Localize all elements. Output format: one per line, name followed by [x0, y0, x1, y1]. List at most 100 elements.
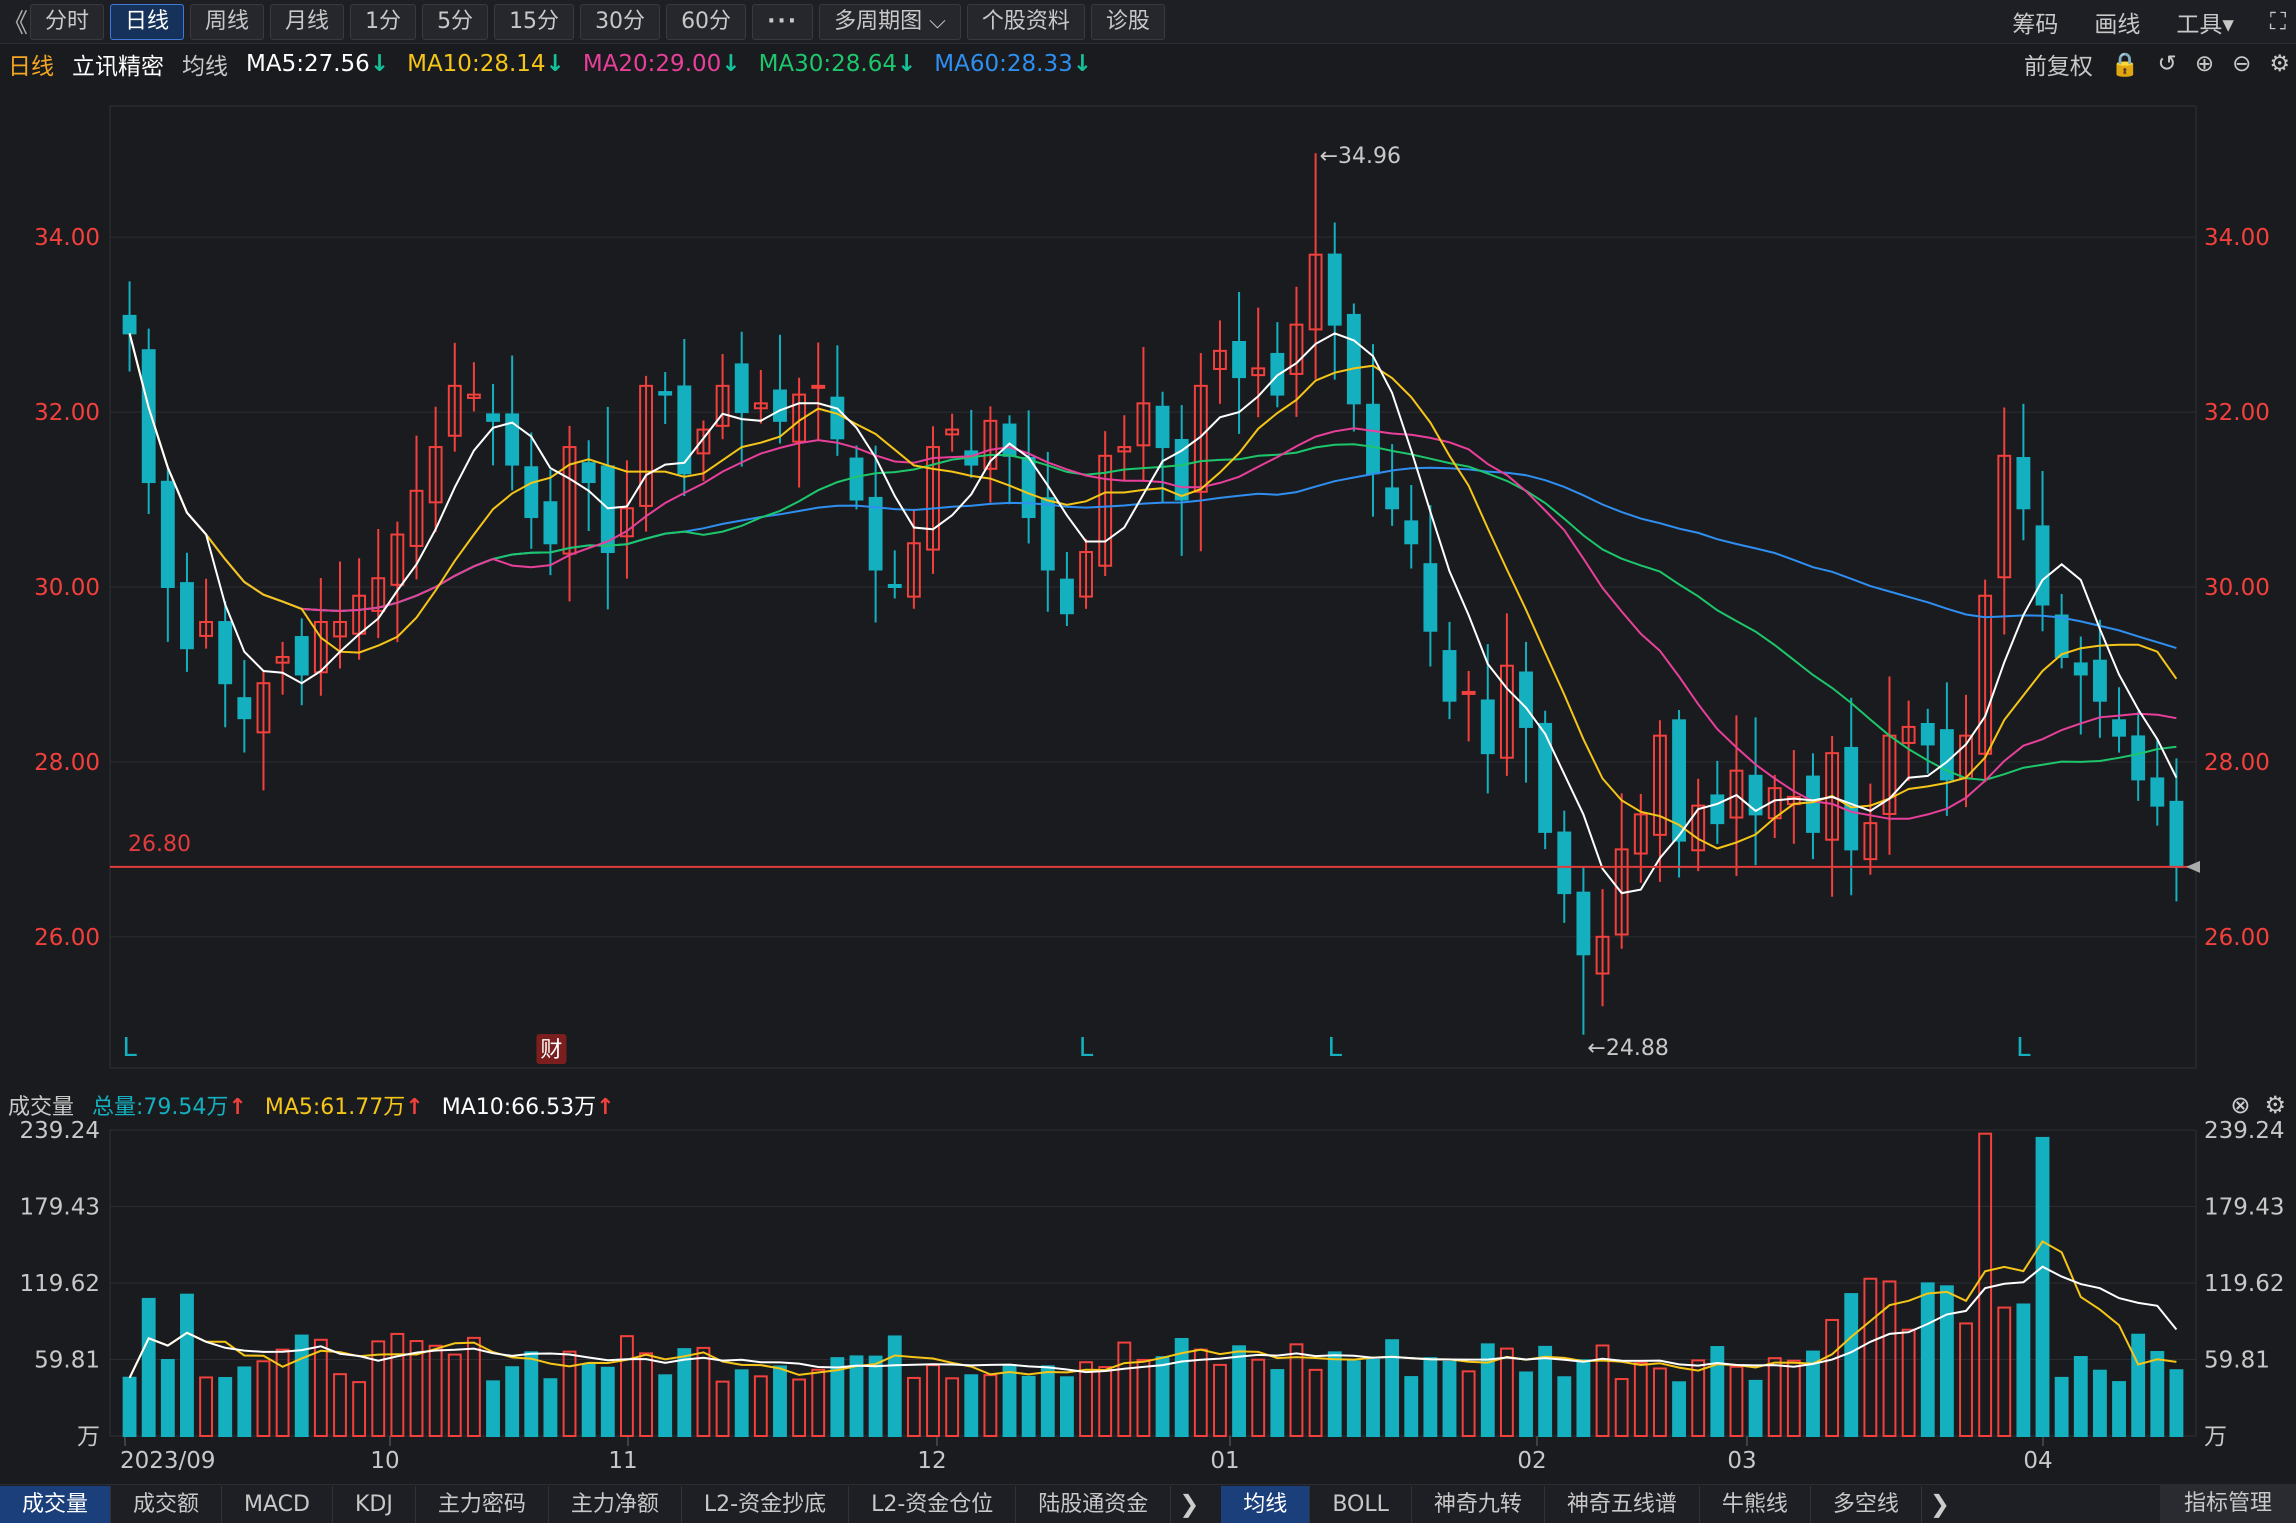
- volume-bar: [1079, 1361, 1093, 1438]
- candle-body: [2131, 735, 2146, 781]
- adjust-mode-button[interactable]: 前复权: [2023, 54, 2093, 80]
- draw-line-button[interactable]: 画线: [2094, 12, 2141, 38]
- price-axis-label-left: 30.00: [34, 575, 100, 601]
- tab-main-force-net[interactable]: 主力净额: [549, 1485, 682, 1523]
- period-button-60min[interactable]: 60分: [666, 3, 747, 40]
- lock-icon[interactable]: 🔒: [2110, 51, 2140, 78]
- candle-body: [1499, 664, 1514, 759]
- volume-bar: [1270, 1369, 1285, 1438]
- tab-boll[interactable]: BOLL: [1310, 1485, 1412, 1523]
- volume-bar: [1691, 1359, 1706, 1438]
- indicator-manager-button[interactable]: 指标管理: [2159, 1484, 2296, 1523]
- candle-body: [1825, 752, 1840, 841]
- event-marker-l: L: [1327, 1033, 1342, 1063]
- volume-bar: [1614, 1378, 1629, 1437]
- volume-ma10: MA10:66.53万↑: [441, 1095, 615, 1120]
- tab-kdj[interactable]: KDJ: [333, 1485, 416, 1523]
- volume-bar: [1174, 1337, 1189, 1437]
- volume-bar: [1786, 1359, 1801, 1438]
- zoom-out-icon[interactable]: ⊖: [2232, 51, 2252, 77]
- collapse-icon[interactable]: 《: [1, 9, 28, 39]
- volume-bar: [390, 1332, 405, 1438]
- volume-bar: [1480, 1343, 1495, 1437]
- candle-body: [773, 389, 787, 422]
- volume-bar: [371, 1340, 386, 1437]
- volume-title[interactable]: 成交量: [8, 1095, 75, 1120]
- volume-bar: [1901, 1328, 1916, 1438]
- candle-body: [199, 620, 214, 637]
- stock-profile-button[interactable]: 个股资料: [966, 3, 1085, 40]
- price-axis-label-right: 32.00: [2204, 400, 2270, 426]
- stock-name[interactable]: 立讯精密: [72, 54, 164, 80]
- period-button-5min[interactable]: 5分: [422, 3, 489, 40]
- period-button-1min[interactable]: 1分: [350, 3, 417, 40]
- tab-long-short-line[interactable]: 多空线: [1811, 1485, 1922, 1523]
- tab-turnover[interactable]: 成交额: [111, 1485, 223, 1523]
- candle-body: [1079, 551, 1093, 598]
- candle-body: [160, 480, 175, 589]
- tab-macd[interactable]: MACD: [222, 1485, 333, 1523]
- period-button-30min[interactable]: 30分: [580, 3, 661, 40]
- chevron-right-icon[interactable]: ❯: [1179, 1490, 1200, 1518]
- tab-ma[interactable]: 均线: [1221, 1485, 1311, 1523]
- ma10-value: MA10:28.14↓: [407, 51, 565, 77]
- tab-northbound-funds[interactable]: 陆股通资金: [1016, 1485, 1172, 1523]
- zoom-in-icon[interactable]: ⊕: [2194, 51, 2215, 77]
- volume-bar: [1002, 1365, 1017, 1438]
- volume-bar: [1825, 1318, 1840, 1438]
- tab-volume[interactable]: 成交量: [0, 1485, 112, 1523]
- volume-axis-label-right: 239.24: [2204, 1118, 2284, 1144]
- date-axis-label: 04: [2023, 1448, 2052, 1474]
- candle-body: [294, 636, 309, 676]
- candle-body: [983, 419, 998, 470]
- price-axis-label-right: 30.00: [2204, 575, 2270, 601]
- candle-body: [409, 489, 424, 547]
- candle-body: [811, 384, 826, 389]
- tab-magic-nine[interactable]: 神奇九转: [1412, 1485, 1545, 1523]
- period-button-15min[interactable]: 15分: [494, 3, 575, 40]
- reset-icon[interactable]: ↺: [2157, 51, 2177, 77]
- period-toolbar: 《 分时 日线 周线 月线 1分 5分 15分 30分 60分 ··· 多周期图…: [0, 0, 2296, 44]
- period-button-weekly[interactable]: 周线: [190, 3, 265, 40]
- candle-body: [1366, 403, 1380, 475]
- candlestick-chart[interactable]: 34.00 34.00 32.00 32.00 30.00 30.00 28.00 28.00…: [0, 0, 2296, 1484]
- chevron-right-icon-2[interactable]: ❯: [1929, 1490, 1950, 1518]
- tab-main-force-code[interactable]: 主力密码: [416, 1485, 549, 1523]
- more-periods-button[interactable]: ···: [752, 3, 814, 40]
- volume-bar: [1136, 1358, 1151, 1438]
- volume-bar: [1289, 1343, 1304, 1437]
- candle-body: [868, 496, 883, 571]
- diagnose-button[interactable]: 诊股: [1090, 3, 1165, 40]
- ma-indicator-label[interactable]: 均线: [182, 54, 228, 80]
- settings-icon[interactable]: ⚙: [2269, 51, 2290, 77]
- support-label: 26.80: [128, 832, 191, 857]
- volume-bar: [830, 1357, 845, 1438]
- volume-bar: [1021, 1375, 1036, 1437]
- close-icon[interactable]: ⊗: [2230, 1091, 2251, 1119]
- date-axis-label: 01: [1210, 1448, 1239, 1474]
- volume-bar: [945, 1377, 960, 1437]
- volume-bar: [1213, 1363, 1227, 1437]
- volume-settings-icon[interactable]: ⚙: [2264, 1091, 2286, 1119]
- volume-bar: [1538, 1345, 1553, 1437]
- chip-distribution-button[interactable]: 筹码: [2012, 12, 2059, 38]
- candle-body: [1308, 253, 1323, 331]
- candle-body: [313, 620, 328, 674]
- volume-axis-label-right: 179.43: [2204, 1195, 2284, 1221]
- volume-bar: [1385, 1339, 1400, 1437]
- volume-bar: [1806, 1350, 1820, 1438]
- period-button-daily[interactable]: 日线: [110, 3, 185, 40]
- tab-magic-five-lines[interactable]: 神奇五线谱: [1545, 1485, 1700, 1523]
- tab-bull-bear-line[interactable]: 牛熊线: [1700, 1485, 1811, 1523]
- price-axis-label-left: 26.00: [34, 925, 100, 951]
- financial-report-label: 财: [540, 1038, 562, 1063]
- period-button-monthly[interactable]: 月线: [270, 3, 345, 40]
- tools-dropdown[interactable]: 工具▾: [2176, 12, 2234, 38]
- volume-bar: [964, 1374, 979, 1438]
- tab-l2-position[interactable]: L2-资金仓位: [849, 1485, 1017, 1523]
- tab-l2-bottom-fishing[interactable]: L2-资金抄底: [682, 1485, 850, 1523]
- multi-period-dropdown[interactable]: 多周期图 ⌵: [819, 3, 961, 40]
- volume-info-bar: 成交量 总量:79.54万↑ MA5:61.77万↑ MA10:66.53万↑: [0, 1086, 2296, 1124]
- fullscreen-icon[interactable]: ⛶: [2269, 9, 2286, 35]
- period-button-intraday[interactable]: 分时: [30, 3, 105, 40]
